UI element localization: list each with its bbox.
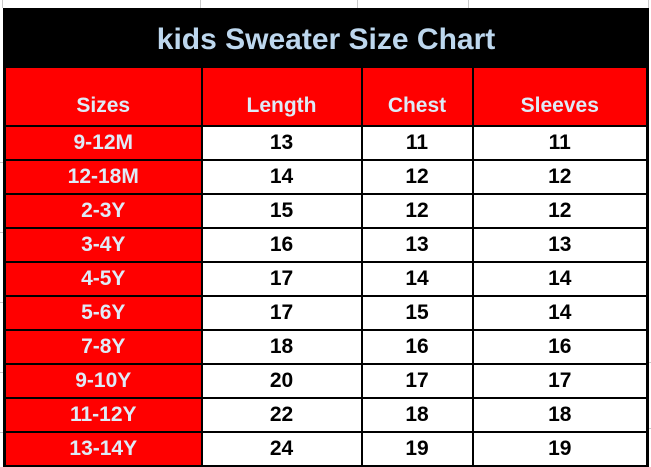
table-row: 9-12M 13 11 11 [3,125,649,161]
sleeves-cell: 18 [471,397,649,433]
table-row: 5-6Y 17 15 14 [3,295,649,331]
gridline [0,232,3,233]
size-cell: 9-10Y [3,363,203,399]
size-cell: 13-14Y [3,431,203,467]
size-cell: 12-18M [3,159,203,195]
gridline [0,162,3,163]
sleeves-cell: 13 [471,227,649,263]
chest-cell: 14 [360,261,474,297]
gridline [0,432,3,433]
length-cell: 13 [200,125,363,161]
chest-cell: 11 [360,125,474,161]
sleeves-cell: 12 [471,159,649,195]
sleeves-cell: 14 [471,261,649,297]
header-row: Sizes Length Chest Sleeves [3,66,649,127]
column-header-sizes: Sizes [3,66,203,127]
table-row: 9-10Y 20 17 17 [3,363,649,399]
chest-cell: 16 [360,329,474,365]
length-cell: 18 [200,329,363,365]
table-row: 7-8Y 18 16 16 [3,329,649,365]
table-row: 3-4Y 16 13 13 [3,227,649,263]
sleeves-cell: 17 [471,363,649,399]
column-header-length: Length [200,66,363,127]
length-cell: 17 [200,295,363,331]
size-chart-body: 9-12M 13 11 11 12-18M 14 12 12 2-3Y 15 1… [3,125,649,467]
gridline [648,428,651,429]
column-header-chest: Chest [360,66,474,127]
gridline [200,0,201,8]
length-cell: 14 [200,159,363,195]
chest-cell: 12 [360,193,474,229]
column-header-sleeves: Sleeves [471,66,649,127]
chart-title: kids Sweater Size Chart [3,8,649,68]
sleeves-cell: 14 [471,295,649,331]
size-cell: 5-6Y [3,295,203,331]
sleeves-cell: 12 [471,193,649,229]
gridline [0,302,3,303]
length-cell: 17 [200,261,363,297]
chest-cell: 13 [360,227,474,263]
length-cell: 15 [200,193,363,229]
length-cell: 20 [200,363,363,399]
table-row: 2-3Y 15 12 12 [3,193,649,229]
length-cell: 16 [200,227,363,263]
table-row: 4-5Y 17 14 14 [3,261,649,297]
table-row: 11-12Y 22 18 18 [3,397,649,433]
table-row: 12-18M 14 12 12 [3,159,649,195]
chest-cell: 15 [360,295,474,331]
gridline [0,372,3,373]
sleeves-cell: 16 [471,329,649,365]
chest-cell: 18 [360,397,474,433]
size-cell: 4-5Y [3,261,203,297]
chest-cell: 12 [360,159,474,195]
length-cell: 22 [200,397,363,433]
sleeves-cell: 11 [471,125,649,161]
size-cell: 2-3Y [3,193,203,229]
size-cell: 7-8Y [3,329,203,365]
size-cell: 11-12Y [3,397,203,433]
size-cell: 9-12M [3,125,203,161]
sleeves-cell: 19 [471,431,649,467]
chest-cell: 19 [360,431,474,467]
title-row: kids Sweater Size Chart [3,8,649,68]
size-cell: 3-4Y [3,227,203,263]
size-chart-table: kids Sweater Size Chart Sizes Length Che… [3,8,650,467]
chest-cell: 17 [360,363,474,399]
gridline [648,362,651,363]
length-cell: 24 [200,431,363,467]
gridline [468,0,469,8]
table-row: 13-14Y 24 19 19 [3,431,649,467]
gridline [357,0,358,8]
gridline [2,0,3,8]
